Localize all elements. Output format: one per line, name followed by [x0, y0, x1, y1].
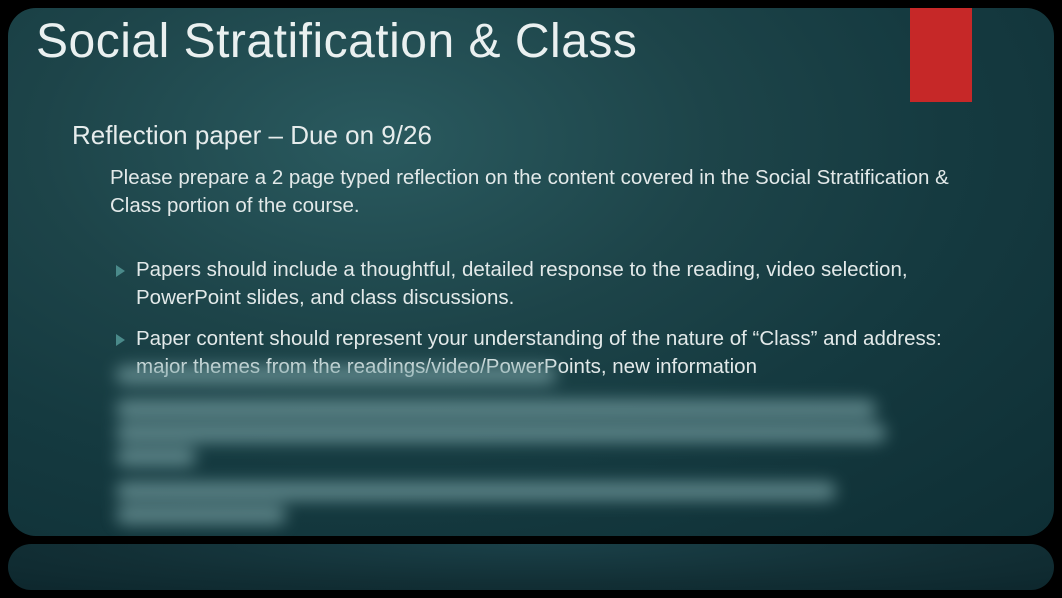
blur-line — [116, 424, 886, 442]
slide-title: Social Stratification & Class — [36, 14, 637, 69]
blurred-locked-content — [116, 366, 916, 536]
blur-line — [116, 482, 836, 500]
slide-subtitle: Reflection paper – Due on 9/26 — [72, 120, 432, 151]
blur-line — [116, 506, 286, 524]
blur-line — [116, 400, 876, 418]
blur-paragraph — [116, 482, 916, 524]
accent-ribbon — [910, 8, 972, 102]
bullet-text: Papers should include a thoughtful, deta… — [136, 256, 996, 311]
blur-paragraph — [116, 400, 916, 466]
slide-container: Social Stratification & Class Reflection… — [0, 0, 1062, 598]
blur-line — [116, 448, 196, 466]
triangle-bullet-icon — [116, 334, 125, 346]
blur-paragraph — [116, 366, 916, 384]
blur-line — [116, 366, 556, 384]
bullet-item: Papers should include a thoughtful, deta… — [116, 256, 996, 311]
slide-intro-text: Please prepare a 2 page typed reflection… — [110, 164, 960, 219]
bottom-strip — [8, 544, 1054, 590]
presentation-slide: Social Stratification & Class Reflection… — [8, 8, 1054, 536]
triangle-bullet-icon — [116, 265, 125, 277]
